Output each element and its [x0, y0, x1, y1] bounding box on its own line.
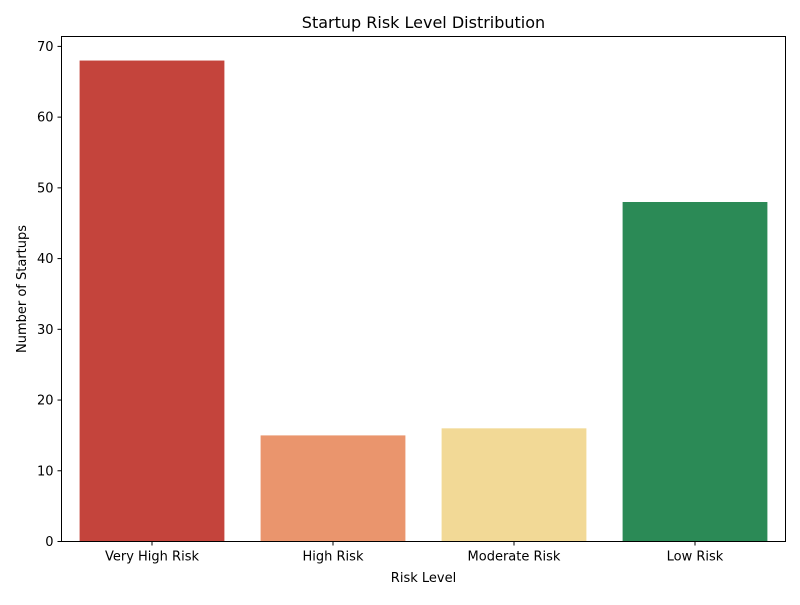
y-tick-label: 0 [45, 535, 53, 550]
y-tick-label: 30 [37, 323, 54, 338]
x-axis-ticks: Very High Risk High Risk Moderate Risk Low … [105, 541, 724, 565]
x-tick-label: Low Risk [667, 550, 724, 565]
plot-frame [61, 36, 786, 542]
x-axis-label: Risk Level [391, 571, 456, 586]
bar-moderate-risk [441, 428, 587, 542]
x-tick-label: High Risk [303, 550, 364, 565]
chart-title: Startup Risk Level Distribution [302, 13, 545, 32]
y-tick-label: 20 [37, 394, 54, 409]
y-axis-label: Number of Startups [15, 225, 30, 353]
bar-very-high-risk [79, 60, 225, 542]
y-tick-label: 60 [37, 111, 54, 126]
y-tick-label: 10 [37, 464, 54, 479]
x-tick-label: Moderate Risk [468, 550, 561, 565]
bars [79, 60, 768, 542]
bar-high-risk [260, 435, 406, 542]
y-tick-label: 50 [37, 181, 54, 196]
y-tick-label: 70 [37, 40, 54, 55]
x-tick-label: Very High Risk [105, 550, 199, 565]
bar-low-risk [622, 202, 768, 542]
y-axis-ticks: 0 10 20 30 40 50 60 70 [37, 40, 62, 550]
y-tick-label: 40 [37, 252, 54, 267]
